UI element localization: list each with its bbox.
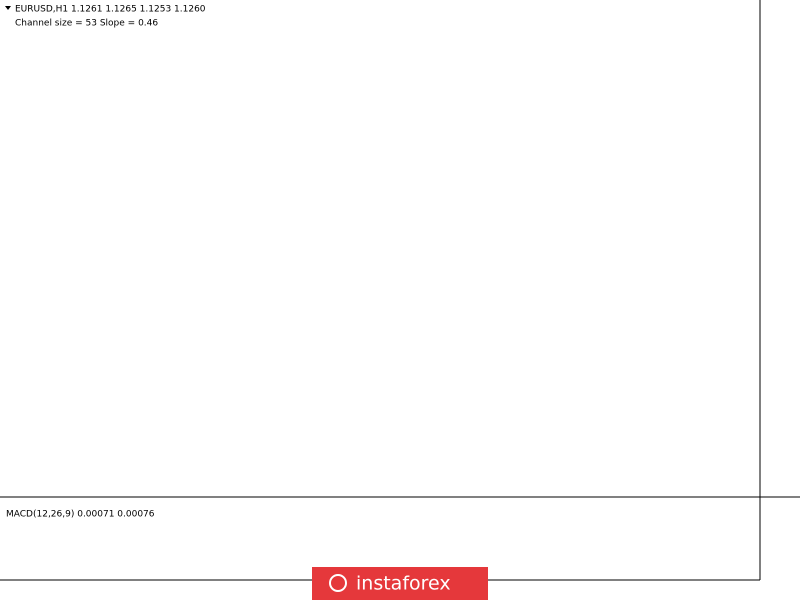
watermark: instaforex bbox=[312, 567, 488, 600]
macd-title: MACD(12,26,9) 0.00071 0.00076 bbox=[6, 510, 155, 520]
watermark-box bbox=[312, 567, 488, 600]
watermark-text: instaforex bbox=[356, 573, 451, 595]
chart-subtitle: Channel size = 53 Slope = 0.46 bbox=[15, 19, 158, 29]
chart-title: EURUSD,H1 1.1261 1.1265 1.1253 1.1260 bbox=[15, 5, 206, 15]
watermark-icon bbox=[329, 574, 347, 592]
menu-arrow bbox=[5, 6, 11, 10]
